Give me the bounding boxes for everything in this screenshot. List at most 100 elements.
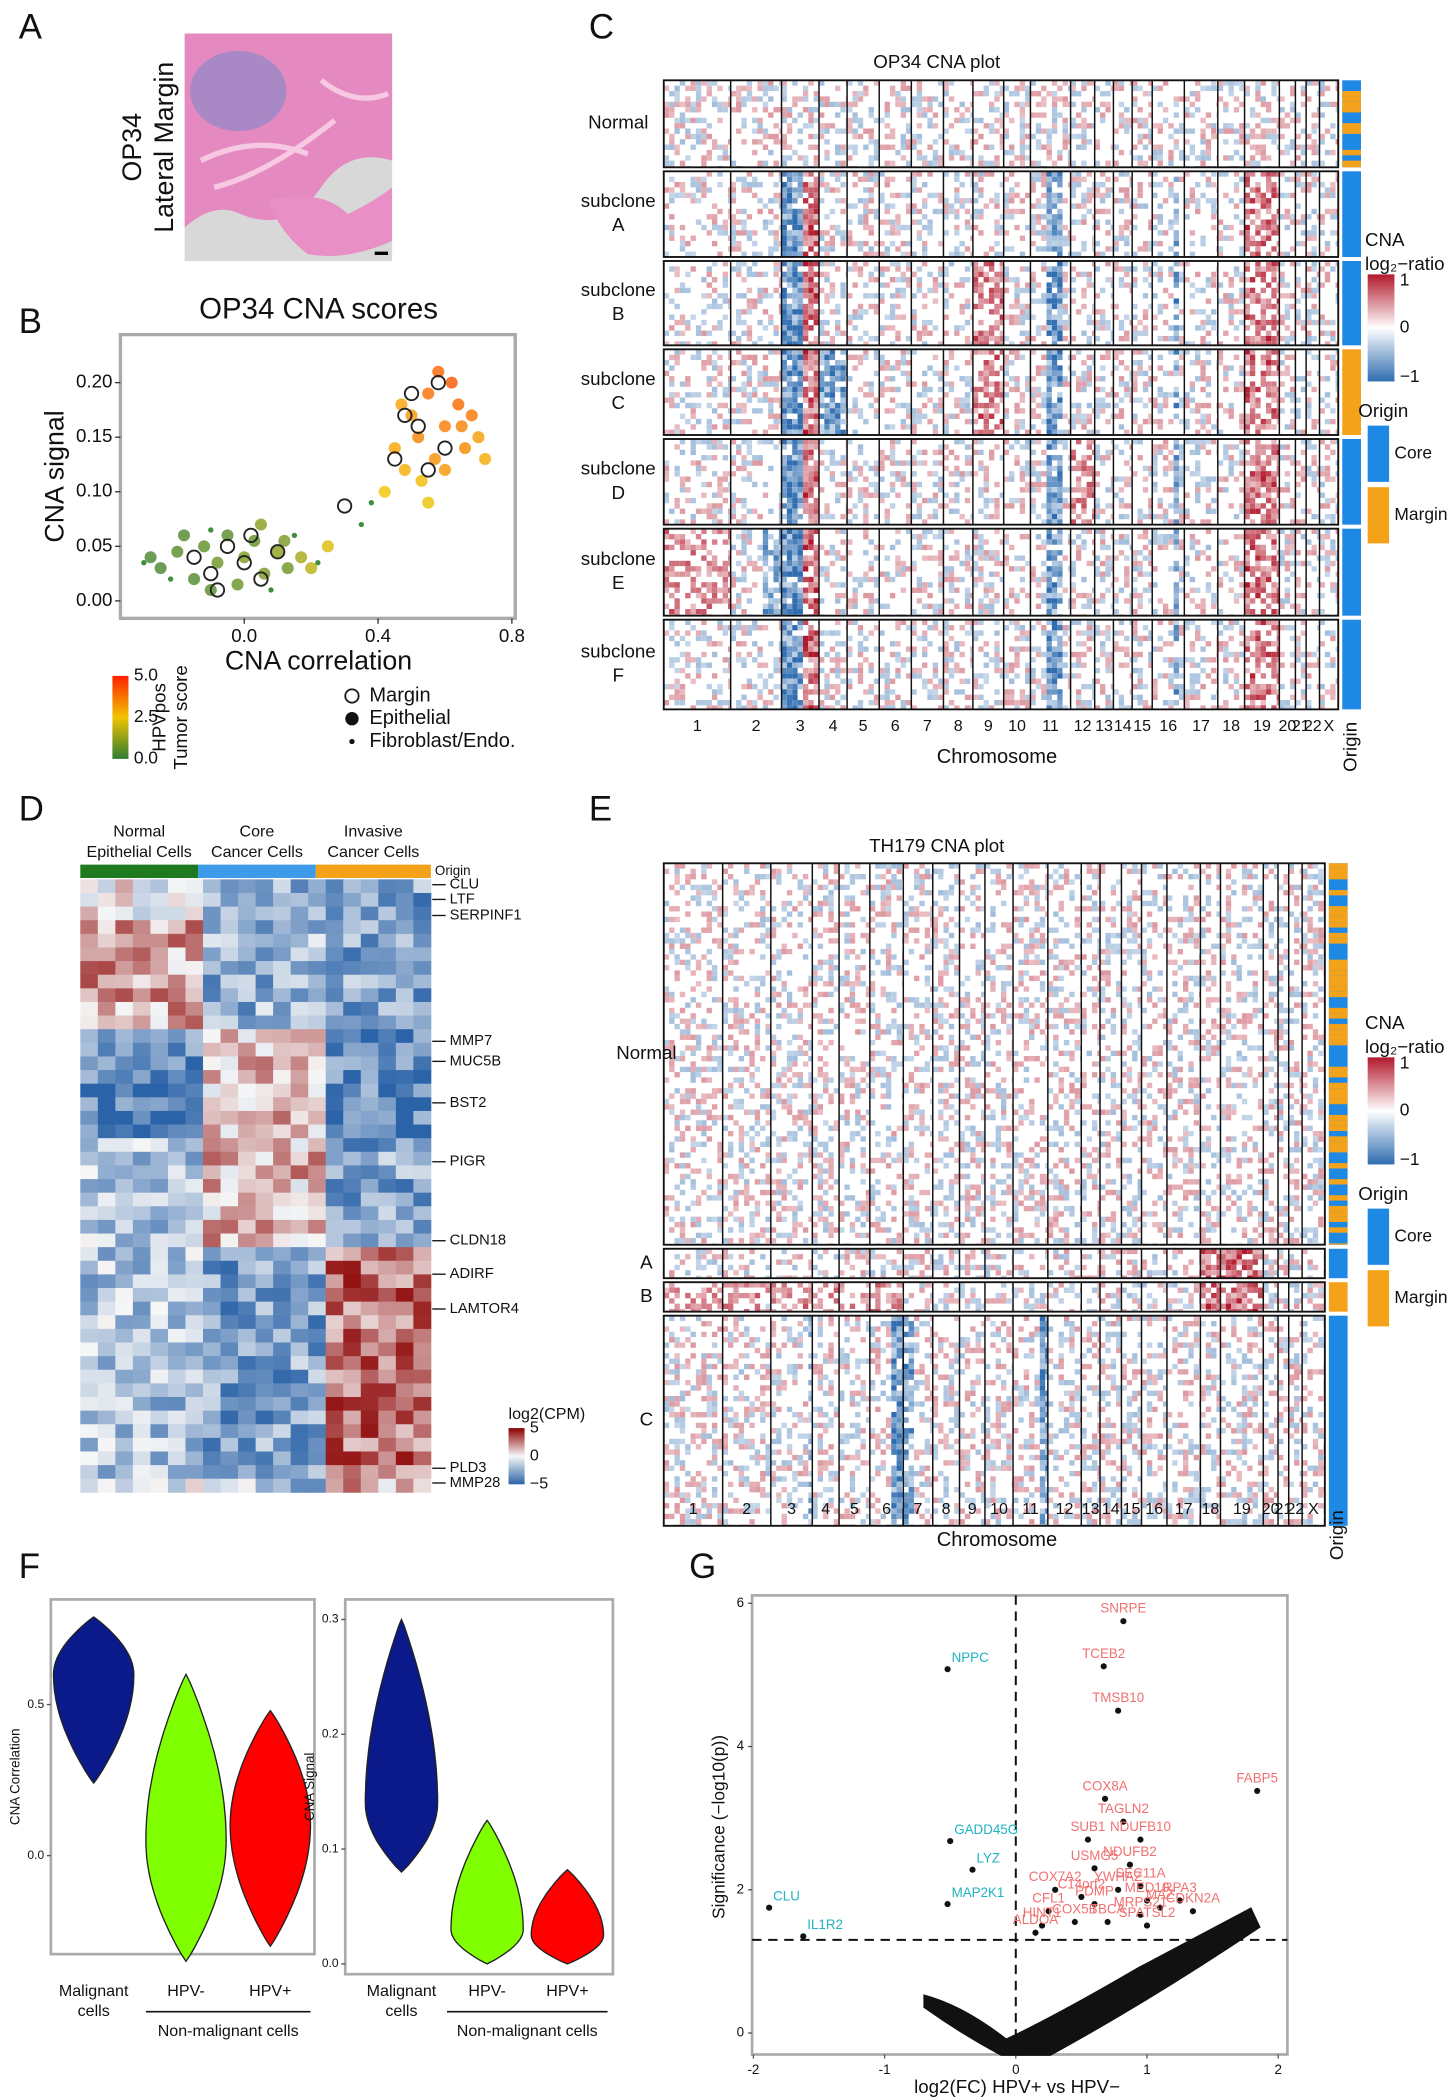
heatmap-cell [695, 80, 702, 86]
heatmap-cell [1276, 386, 1280, 393]
heatmap-cell [994, 251, 1000, 257]
heatmap-cell [746, 335, 753, 342]
heatmap-cell [1105, 176, 1111, 183]
heatmap-cell [852, 325, 858, 331]
heatmap-cell [988, 123, 995, 129]
heatmap-cell [1035, 471, 1042, 477]
heatmap-cell [916, 503, 923, 509]
heatmap-cell [690, 544, 696, 551]
heatmap-cell [847, 266, 853, 272]
heatmap-cell [781, 392, 787, 398]
heatmap-cell [663, 155, 670, 161]
heatmap-cell [786, 266, 793, 272]
heatmap-cell [762, 128, 769, 134]
heatmap-cell [1070, 519, 1076, 525]
heatmap-cell [970, 444, 973, 450]
heatmap-cell [773, 571, 779, 577]
heatmap-cell [797, 235, 803, 241]
heatmap-cell [970, 171, 973, 177]
heatmap-cell [1118, 80, 1125, 86]
heatmap-cell [1070, 219, 1076, 225]
heatmap-cell [1211, 85, 1217, 92]
heatmap-cell [736, 592, 742, 599]
heatmap-cell [943, 392, 949, 398]
heatmap-cell [685, 566, 691, 572]
heatmap-cell [1105, 160, 1111, 166]
heatmap-cell [1244, 360, 1250, 366]
heatmap-cell [1148, 471, 1153, 477]
heatmap-cell [999, 91, 1004, 97]
heatmap-cell [916, 219, 923, 225]
heatmap-cell [728, 246, 731, 252]
heatmap-cell [905, 460, 912, 466]
heatmap-cell [1276, 444, 1280, 450]
heatmap-cell [1142, 246, 1149, 252]
heatmap-cell [863, 144, 869, 150]
heatmap-cell [1152, 325, 1158, 331]
heatmap-cell [1306, 214, 1312, 220]
heatmap-cell [1244, 354, 1250, 361]
heatmap-cell [1223, 101, 1229, 108]
heatmap-cell [752, 455, 758, 461]
scatter-point [479, 452, 492, 466]
heatmap-cell [808, 444, 814, 450]
heatmap-cell [1173, 251, 1179, 257]
heatmap-cell [1184, 349, 1190, 355]
heatmap-cell [813, 381, 819, 387]
heatmap-cell [701, 528, 707, 535]
heatmap-cell [792, 519, 798, 525]
heatmap-cell [802, 160, 809, 166]
heatmap-cell [741, 519, 747, 525]
heatmap-cell [1152, 85, 1158, 92]
heatmap-cell [1110, 476, 1114, 482]
heatmap-cell [1148, 266, 1153, 272]
heatmap-cell [1157, 160, 1163, 166]
heatmap-cell [1124, 282, 1130, 288]
heatmap-cell [1132, 381, 1138, 387]
heatmap-cell [757, 85, 763, 92]
heatmap-cell [1113, 444, 1119, 450]
heatmap-cell [1306, 439, 1312, 445]
heatmap-cell [1014, 91, 1020, 97]
heatmap-cell [1284, 144, 1291, 150]
heatmap-cell [1168, 133, 1174, 140]
heatmap-cell [932, 354, 939, 361]
heatmap-cell [840, 392, 846, 398]
heatmap-cell [669, 176, 675, 183]
heatmap-cell [1057, 182, 1063, 188]
heatmap-cell [757, 439, 763, 445]
heatmap-cell [1046, 365, 1052, 371]
heatmap-cell [932, 96, 939, 102]
heatmap-cell [1260, 101, 1266, 108]
heatmap-cell [808, 508, 814, 514]
heatmap-cell [813, 360, 819, 366]
heatmap-cell [1271, 91, 1277, 97]
heatmap-cell [819, 449, 825, 456]
heatmap-cell [746, 266, 753, 272]
heatmap-cell [824, 465, 830, 472]
heatmap-cell [752, 360, 758, 366]
heatmap-cell [1051, 203, 1058, 209]
heatmap-cell [808, 534, 814, 540]
heatmap-cell [1255, 386, 1261, 393]
heatmap-cell [932, 497, 939, 504]
heatmap-cell [1239, 370, 1245, 377]
heatmap-cell [717, 365, 723, 371]
heatmap-cell [852, 128, 858, 134]
heatmap-cell [674, 182, 680, 188]
heatmap-cell [1244, 182, 1250, 188]
heatmap-cell [1046, 519, 1052, 525]
heatmap-cell [711, 287, 718, 294]
heatmap-cell [819, 325, 825, 331]
heatmap-cell [852, 260, 858, 267]
heatmap-cell [706, 282, 712, 288]
heatmap-cell [922, 293, 928, 299]
heatmap-cell [808, 341, 814, 346]
heatmap-cell [1094, 240, 1101, 247]
heatmap-cell [835, 85, 841, 92]
heatmap-cell [768, 592, 774, 599]
heatmap-cell [1319, 492, 1325, 498]
heatmap-cell [954, 402, 960, 409]
heatmap-cell [797, 528, 803, 535]
heatmap-cell [978, 214, 984, 220]
